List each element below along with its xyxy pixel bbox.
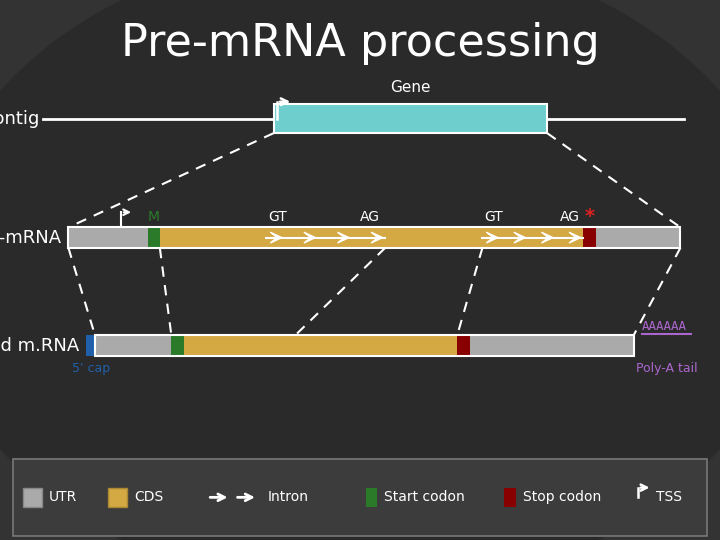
Text: CDS: CDS	[134, 490, 163, 504]
Bar	[470, 335, 634, 356]
Text: AG: AG	[360, 210, 380, 224]
Bar	[148, 227, 160, 248]
Bar	[457, 335, 470, 356]
Text: Gene: Gene	[390, 80, 431, 94]
Text: Intron: Intron	[268, 490, 309, 504]
Polygon shape	[569, 232, 580, 243]
Bar	[583, 227, 596, 248]
Text: Stop codon: Stop codon	[523, 490, 601, 504]
Text: GT: GT	[485, 210, 503, 224]
Bar	[184, 335, 295, 356]
Text: UTR: UTR	[49, 490, 77, 504]
Text: TSS: TSS	[656, 490, 682, 504]
Polygon shape	[541, 232, 553, 243]
Bar	[366, 488, 377, 507]
Text: Pre-mRNA processing: Pre-mRNA processing	[121, 22, 599, 65]
Text: AG: AG	[559, 210, 580, 224]
Bar	[23, 488, 42, 507]
Polygon shape	[270, 232, 282, 243]
Text: *: *	[585, 207, 595, 226]
Text: Poly-A tail: Poly-A tail	[636, 362, 698, 375]
Bar	[295, 335, 457, 356]
Bar	[68, 227, 148, 248]
Bar	[504, 488, 516, 507]
Text: 5' cap: 5' cap	[72, 362, 109, 375]
Polygon shape	[371, 232, 382, 243]
Bar	[266, 227, 385, 248]
Polygon shape	[304, 232, 315, 243]
Text: M: M	[148, 210, 159, 224]
Polygon shape	[486, 232, 498, 243]
Bar	[385, 227, 482, 248]
Bar	[160, 227, 266, 248]
Text: Start codon: Start codon	[384, 490, 465, 504]
Bar	[95, 335, 171, 356]
Text: GT: GT	[269, 210, 287, 224]
Bar	[13, 459, 707, 536]
Bar	[482, 227, 583, 248]
Polygon shape	[338, 232, 349, 243]
Bar	[86, 335, 95, 356]
Bar	[68, 227, 680, 248]
Text: Contig: Contig	[0, 110, 40, 128]
Bar	[95, 335, 634, 356]
Bar	[108, 488, 127, 507]
Bar	[274, 104, 547, 133]
Polygon shape	[514, 232, 526, 243]
Text: Processed m.RNA: Processed m.RNA	[0, 336, 79, 355]
Text: AAAAAA: AAAAAA	[642, 320, 687, 333]
Text: Pre-mRNA: Pre-mRNA	[0, 228, 61, 247]
Bar	[171, 335, 184, 356]
Bar	[596, 227, 680, 248]
